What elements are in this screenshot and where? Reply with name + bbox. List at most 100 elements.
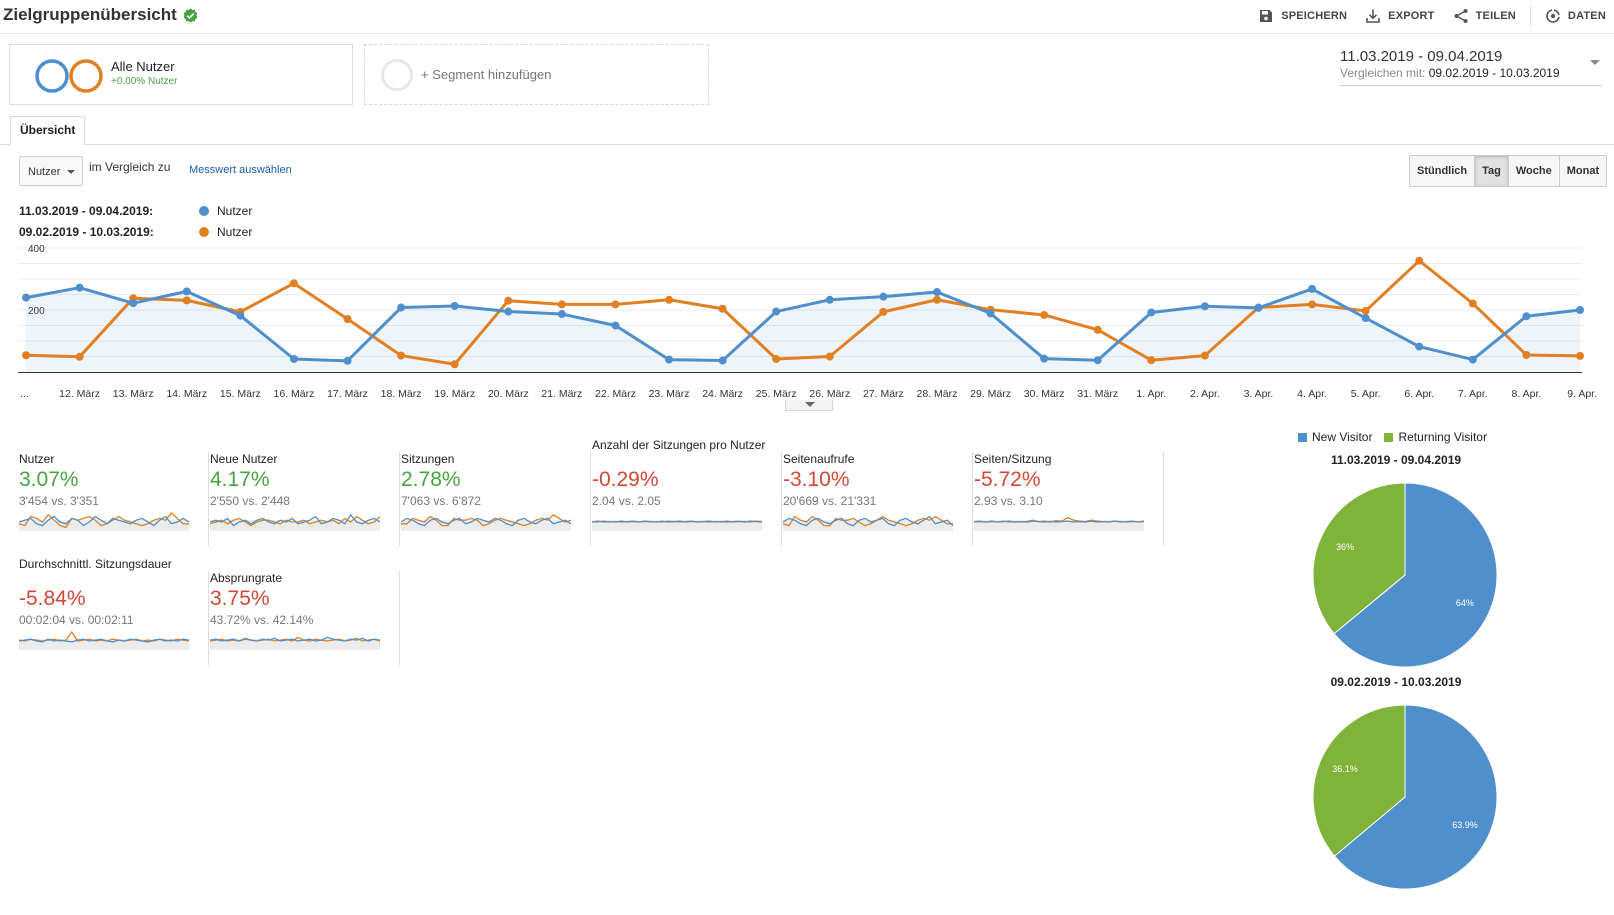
data-point-previous[interactable]: [665, 295, 674, 304]
data-point-previous[interactable]: [1308, 300, 1317, 309]
data-point-current[interactable]: [932, 288, 941, 297]
data-point-previous[interactable]: [182, 296, 191, 305]
metric-change: -0.29%: [592, 468, 659, 491]
data-point-previous[interactable]: [718, 304, 727, 313]
data-point-current[interactable]: [129, 299, 138, 308]
data-point-current[interactable]: [1415, 342, 1424, 351]
export-button[interactable]: EXPORT: [1365, 8, 1434, 24]
data-point-current[interactable]: [879, 292, 888, 301]
collapse-chart-button[interactable]: [785, 400, 833, 411]
data-point-previous[interactable]: [1147, 356, 1156, 365]
data-point-current[interactable]: [718, 356, 727, 365]
x-tick-label: 23. März: [649, 388, 690, 400]
data-point-current[interactable]: [1093, 356, 1102, 365]
select-metric-link[interactable]: Messwert auswählen: [189, 164, 292, 176]
metric-sparkline: [210, 636, 380, 650]
data-point-previous[interactable]: [772, 354, 781, 363]
chevron-down-icon: [1590, 60, 1600, 65]
data-point-previous[interactable]: [343, 314, 352, 323]
visitor-pie-previous[interactable]: 63.9% 36.1%: [1310, 702, 1500, 892]
data-point-previous[interactable]: [1415, 256, 1424, 265]
data-point-current[interactable]: [450, 301, 459, 310]
pie-slice-returning-visitor[interactable]: [1312, 704, 1406, 857]
insights-button[interactable]: DATEN: [1545, 8, 1606, 24]
data-point-previous[interactable]: [450, 360, 459, 369]
data-point-current[interactable]: [343, 356, 352, 365]
metric-card[interactable]: Seitenaufrufe -3.10% 20'669 vs. 21'331: [783, 452, 973, 546]
data-point-current[interactable]: [1468, 355, 1477, 364]
data-point-current[interactable]: [665, 355, 674, 364]
data-point-current[interactable]: [236, 311, 245, 320]
metric-change: -5.72%: [974, 468, 1041, 491]
data-point-previous[interactable]: [75, 352, 84, 361]
data-point-previous[interactable]: [504, 296, 513, 305]
data-point-current[interactable]: [611, 321, 620, 330]
metric-card[interactable]: Anzahl der Sitzungen pro Nutzer -0.29% 2.0…: [592, 438, 782, 546]
metric-card[interactable]: Neue Nutzer 4.17% 2'550 vs. 2'448: [210, 452, 400, 546]
data-point-current[interactable]: [397, 303, 406, 312]
legend-range-current: 11.03.2019 - 09.04.2019:: [19, 204, 154, 218]
data-point-previous[interactable]: [1200, 351, 1209, 360]
share-button[interactable]: TEILEN: [1453, 8, 1516, 24]
data-point-current[interactable]: [182, 287, 191, 296]
legend-name-current: Nutzer: [217, 204, 253, 218]
save-button[interactable]: SPEICHERN: [1258, 8, 1347, 24]
metric-sparkline: [592, 520, 762, 531]
data-point-previous[interactable]: [879, 307, 888, 316]
data-point-current[interactable]: [986, 309, 995, 318]
data-point-current[interactable]: [1361, 314, 1370, 323]
pie-title-current: 11.03.2019 - 09.04.2019: [1330, 453, 1462, 467]
granularity-hourly[interactable]: Stündlich: [1410, 156, 1476, 186]
segment-card-all-users[interactable]: Alle Nutzer +0.00% Nutzer: [9, 44, 353, 105]
data-point-current[interactable]: [22, 293, 30, 302]
data-point-current[interactable]: [1522, 312, 1531, 321]
x-tick-label: 13. März: [113, 388, 154, 400]
data-point-current[interactable]: [825, 295, 834, 304]
granularity-month[interactable]: Monat: [1559, 156, 1607, 186]
data-point-previous[interactable]: [1361, 306, 1370, 315]
data-point-previous[interactable]: [1522, 350, 1531, 359]
x-tick-label: 1. Apr.: [1136, 388, 1166, 400]
granularity-day[interactable]: Tag: [1475, 156, 1509, 186]
metric-dropdown[interactable]: Nutzer: [19, 156, 83, 186]
data-point-previous[interactable]: [557, 300, 566, 309]
pie-slice-label: 64%: [1456, 598, 1474, 608]
metric-sparkline: [210, 513, 380, 531]
data-point-previous[interactable]: [22, 351, 30, 360]
data-point-previous[interactable]: [611, 300, 620, 309]
data-point-current[interactable]: [1576, 306, 1584, 314]
data-point-previous[interactable]: [1040, 310, 1049, 319]
granularity-week[interactable]: Woche: [1508, 156, 1560, 186]
data-point-current[interactable]: [557, 310, 566, 319]
metric-card[interactable]: Sitzungen 2.78% 7'063 vs. 6'872: [401, 452, 591, 546]
data-point-current[interactable]: [289, 354, 298, 363]
metric-card[interactable]: Nutzer 3.07% 3'454 vs. 3'351: [19, 452, 209, 546]
data-point-previous[interactable]: [1468, 299, 1477, 308]
users-line-chart[interactable]: 400 200... 12. März 13. März 14. März 15. Mär…: [0, 240, 1614, 405]
data-point-current[interactable]: [1200, 302, 1209, 311]
data-point-current[interactable]: [75, 283, 84, 292]
data-point-current[interactable]: [1040, 354, 1049, 363]
metric-card[interactable]: Absprungrate 3.75% 43.72% vs. 42.14%: [210, 571, 400, 665]
data-point-previous[interactable]: [825, 352, 834, 361]
data-point-current[interactable]: [1147, 308, 1156, 317]
pie-slice-returning-visitor[interactable]: [1312, 482, 1406, 635]
pie-slice-new-visitor[interactable]: [1333, 704, 1498, 890]
data-point-current[interactable]: [1254, 303, 1263, 312]
data-point-previous[interactable]: [289, 279, 298, 288]
data-point-current[interactable]: [504, 307, 513, 316]
visitor-pie-current[interactable]: 64% 36%: [1310, 480, 1500, 670]
date-range-picker[interactable]: 11.03.2019 - 09.04.2019 Vergleichen mit:…: [1340, 46, 1602, 86]
data-point-current[interactable]: [1308, 284, 1317, 293]
data-point-current[interactable]: [772, 307, 781, 316]
pie-slice-new-visitor[interactable]: [1333, 482, 1498, 668]
add-segment-button[interactable]: + Segment hinzufügen: [364, 44, 709, 105]
data-point-previous[interactable]: [1576, 351, 1584, 360]
data-point-previous[interactable]: [932, 295, 941, 304]
data-point-previous[interactable]: [397, 351, 406, 360]
tab-overview[interactable]: Übersicht: [10, 116, 86, 145]
data-point-previous[interactable]: [1093, 325, 1102, 334]
metric-card[interactable]: Seiten/Sitzung -5.72% 2.93 vs. 3.10: [974, 452, 1164, 546]
x-tick-label: 20. März: [488, 388, 529, 400]
metric-card[interactable]: Durchschnittl. Sitzungsdauer -5.84% 00:02:…: [19, 557, 209, 665]
